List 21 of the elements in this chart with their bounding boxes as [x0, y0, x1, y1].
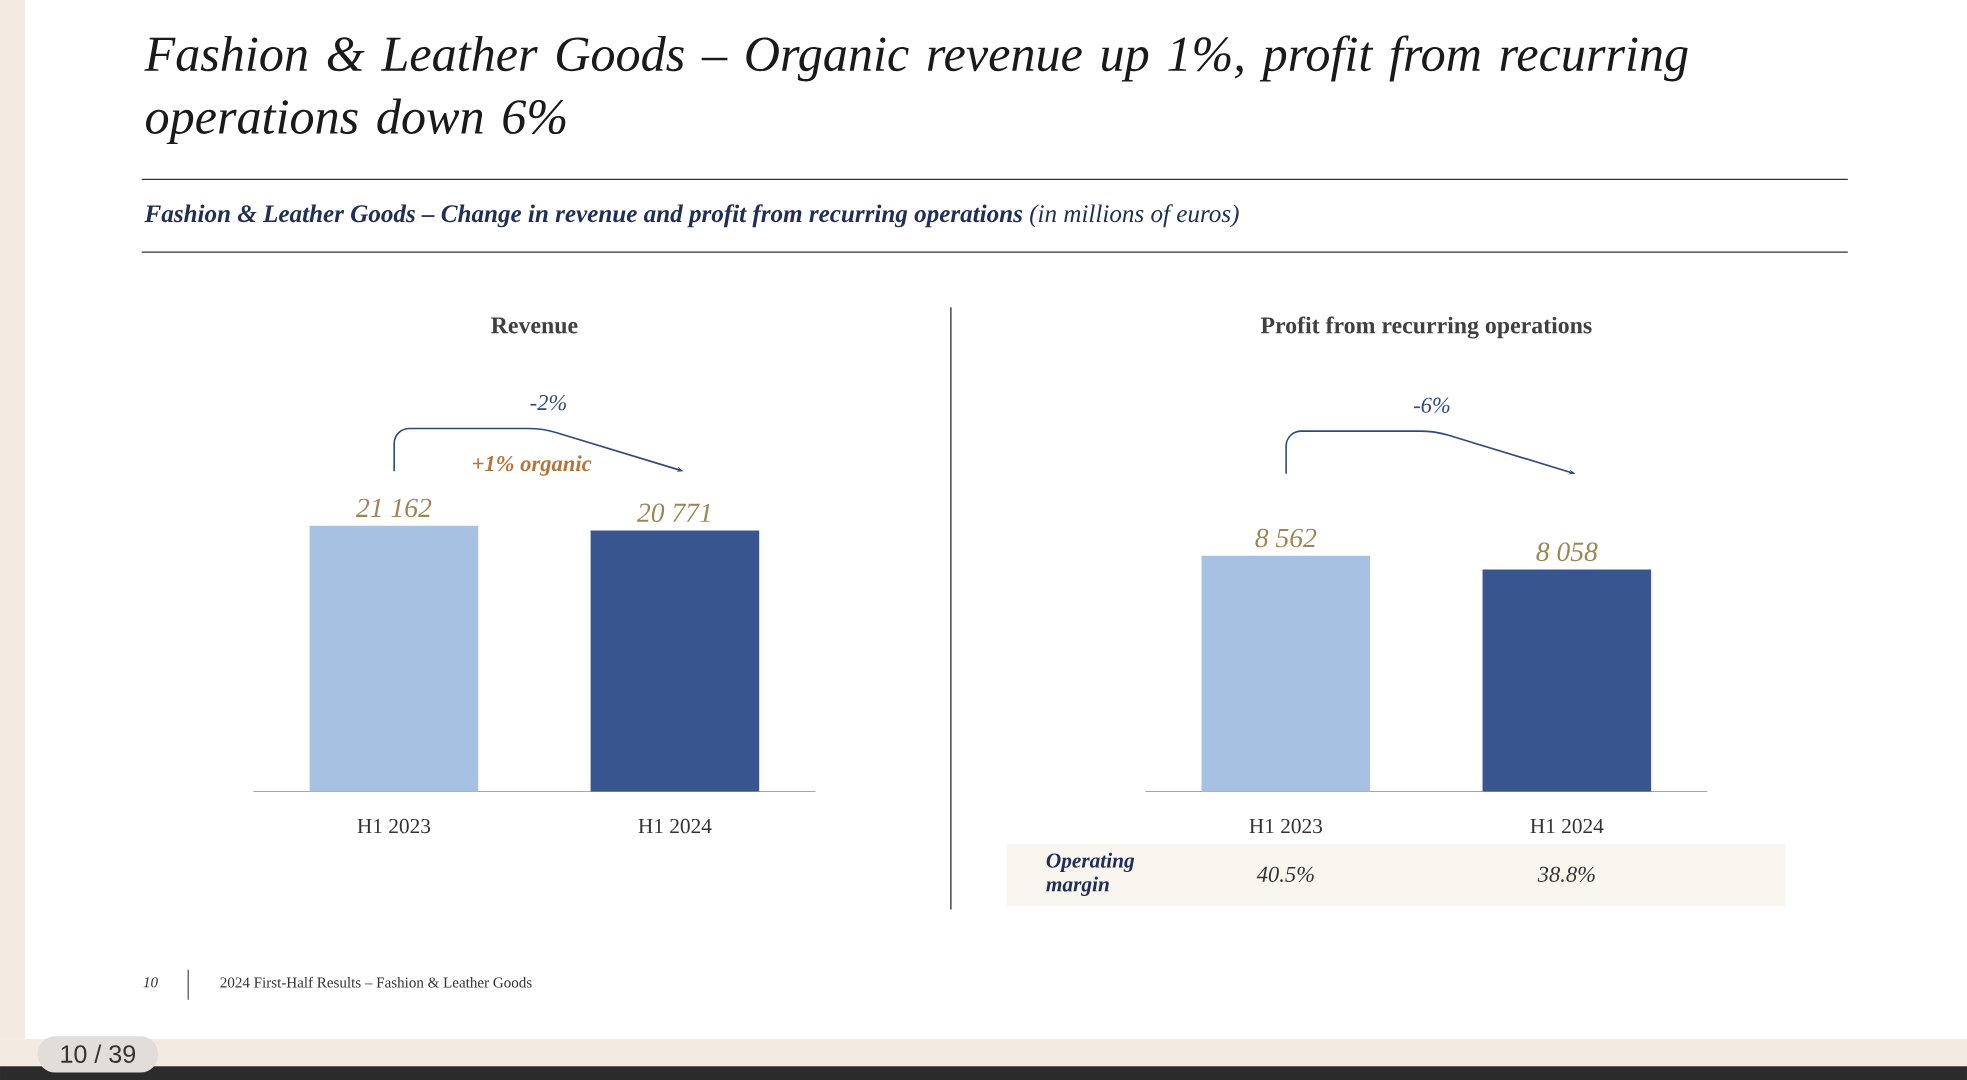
x-tick-label: H1 2024 [1530, 818, 1604, 834]
text: 38.8% [1537, 866, 1595, 882]
data-label: 8 058 [1536, 542, 1598, 562]
text: 40.5% [1256, 866, 1314, 882]
text: 10 [143, 977, 158, 988]
text: -2% [530, 395, 566, 411]
x-tick-label: H1 2023 [1249, 818, 1323, 834]
text: Fashion & Leather Goods – Change in revenue and profit from recurring operations (in millions of euros) [144, 204, 1239, 228]
chart-title: Profit from recurring operations [1260, 316, 1592, 339]
text: 10 / 39 [61, 1044, 136, 1063]
x-tick-label: H1 2024 [638, 818, 712, 834]
text: -6% [1413, 397, 1450, 413]
chart-title: Revenue [491, 317, 578, 334]
data-label: 21 162 [355, 498, 432, 518]
x-tick-label: H1 2023 [357, 818, 431, 834]
text: 2024 First-Half Results – Fashion & Leather Goods [220, 976, 532, 988]
text: Fashion & Leather Goods – Organic revenue up 1%, profit from recurring operations down 6% [144, 35, 1688, 145]
text: Operating margin [1046, 852, 1135, 896]
data-label: 8 562 [1255, 528, 1317, 548]
text: +1% organic [472, 455, 592, 476]
data-label: 20 771 [636, 503, 710, 523]
